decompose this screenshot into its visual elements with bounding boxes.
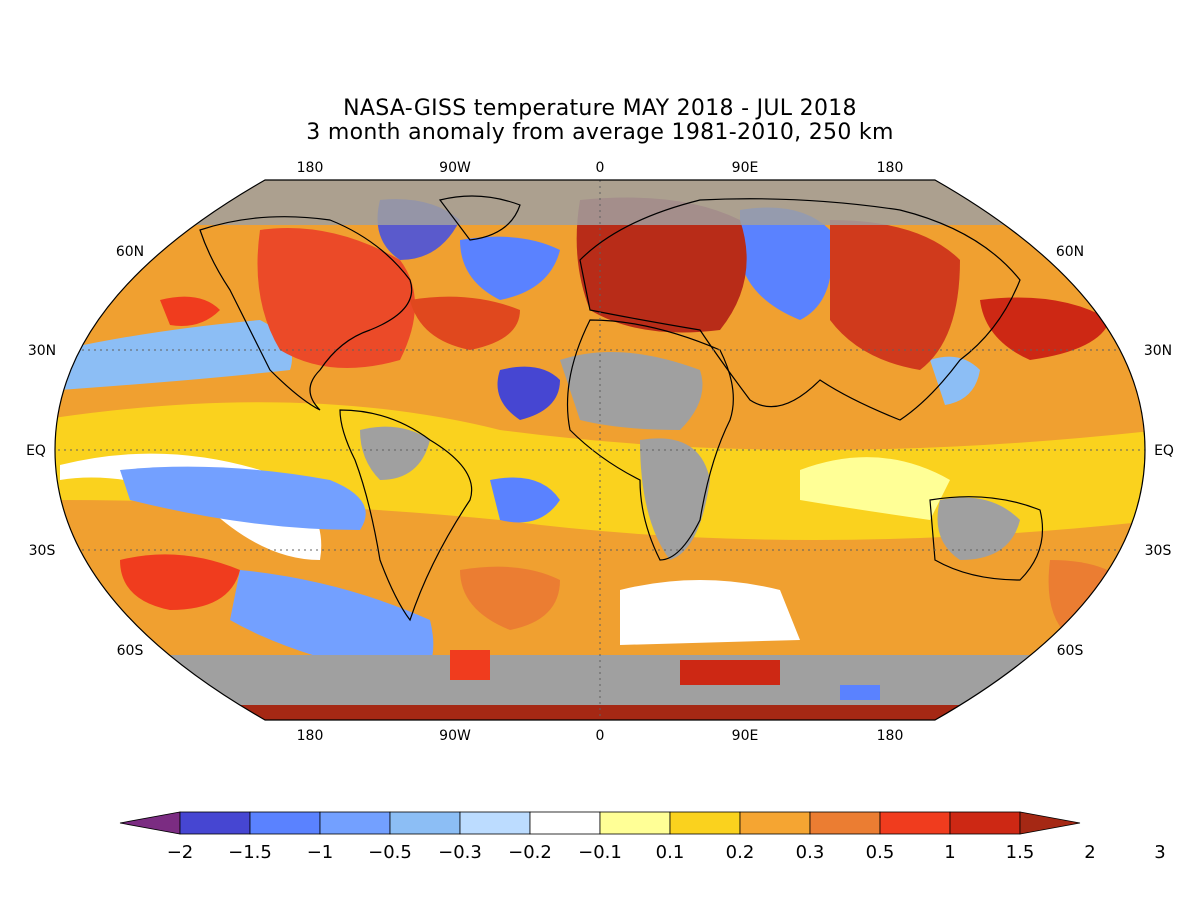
lat-label-left-60s: 60S — [117, 643, 144, 659]
colorbar-swatch — [949, 811, 1021, 835]
colorbar-swatch — [249, 811, 321, 835]
lon-label-bottom-180e: 180 — [877, 728, 904, 744]
lon-label-bottom-90w: 90W — [439, 728, 471, 744]
southern-pacific-blue — [230, 570, 434, 680]
colorbar-swatch — [599, 811, 671, 835]
colorbar-swatch — [389, 811, 461, 835]
japan-blue — [930, 356, 980, 405]
lat-label-left-30n: 30N — [28, 343, 56, 359]
australia-nodata — [937, 497, 1020, 560]
colorbar-tick-label: −1.5 — [228, 842, 272, 863]
lat-label-left-eq: EQ — [26, 443, 46, 459]
amazon-nodata — [360, 426, 430, 480]
aleutian-warm — [160, 296, 220, 326]
colorbar-swatch — [529, 811, 601, 835]
mid-atlantic-warm — [410, 296, 520, 350]
north-america-warm — [257, 228, 415, 368]
colorbar-tick-label: 0.2 — [726, 842, 755, 863]
north-pacific-blue — [60, 320, 292, 390]
lat-label-right-30n: 30N — [1144, 343, 1172, 359]
lat-label-left-60n: 60N — [116, 244, 144, 260]
colorbar-swatch — [739, 811, 811, 835]
colorbar-arrow-low — [119, 811, 181, 835]
map-title: NASA-GISS temperature MAY 2018 - JUL 201… — [343, 96, 857, 121]
colorbar: −2 −1.5 −1 −0.5 −0.3 −0.2 −0.1 0.1 0.2 0.3 0.5 1 1.5… — [119, 811, 1166, 863]
colorbar-swatch — [809, 811, 881, 835]
south-atlantic-warm — [460, 566, 560, 630]
graticule — [55, 180, 1145, 720]
colorbar-tick-label: −2 — [167, 842, 194, 863]
north-atlantic-blue — [460, 236, 560, 300]
lat-label-right-eq: EQ — [1154, 443, 1174, 459]
colorbar-tick-label: −0.3 — [438, 842, 482, 863]
lon-label-top-180e: 180 — [877, 160, 904, 176]
lon-label-top-0: 0 — [596, 160, 605, 176]
lon-label-bottom-90e: 90E — [732, 728, 759, 744]
lat-label-left-30s: 30S — [29, 543, 56, 559]
sahara-nodata — [560, 352, 703, 430]
lon-label-top-90e: 90E — [732, 160, 759, 176]
south-atlantic-blue — [490, 477, 560, 523]
colorbar-tick-label: −0.2 — [508, 842, 552, 863]
maritime-yellow — [800, 457, 950, 520]
colorbar-tick-label: 2 — [1084, 842, 1095, 863]
colorbar-swatch — [459, 811, 531, 835]
colorbar-swatch — [879, 811, 951, 835]
colorbar-arrow-high — [1019, 811, 1081, 835]
colorbar-tick-label: −0.1 — [578, 842, 622, 863]
colorbar-swatch — [319, 811, 391, 835]
south-pacific-warm — [120, 554, 240, 610]
lat-label-right-60n: 60N — [1056, 244, 1084, 260]
map-subtitle: 3 month anomaly from average 1981-2010, … — [306, 120, 894, 145]
lon-label-top-90w: 90W — [439, 160, 471, 176]
tasman-warm — [1048, 560, 1140, 650]
siberia-blue — [740, 207, 832, 320]
colorbar-tick-label: 3 — [1154, 842, 1165, 863]
east-asia-warm — [830, 220, 960, 370]
lon-label-bottom-180w: 180 — [297, 728, 324, 744]
lat-label-right-30s: 30S — [1145, 543, 1172, 559]
colorbar-tick-label: −1 — [307, 842, 334, 863]
central-africa-nodata — [640, 438, 710, 560]
antarctic-peninsula-warm — [450, 650, 490, 680]
colorbar-tick-label: 0.5 — [866, 842, 895, 863]
globe-outline — [54, 179, 1146, 721]
colorbar-tick-label: −0.5 — [368, 842, 412, 863]
indian-ocean-white — [620, 580, 800, 645]
antarctic-blue-patch — [840, 685, 880, 700]
north-pacific-east-warm — [980, 297, 1110, 360]
colorbar-tick-label: 1.5 — [1006, 842, 1035, 863]
lon-label-bottom-0: 0 — [596, 728, 605, 744]
lat-label-right-60s: 60S — [1057, 643, 1084, 659]
lon-label-top-180w: 180 — [297, 160, 324, 176]
colorbar-swatch — [669, 811, 741, 835]
colorbar-tick-label: 1 — [944, 842, 955, 863]
coastlines — [199, 195, 1044, 622]
east-antarctic-warm — [680, 660, 780, 685]
colorbar-tick-label: 0.3 — [796, 842, 825, 863]
colorbar-swatch — [179, 811, 251, 835]
tropical-pacific-blue — [120, 466, 366, 530]
atlantic-blue — [497, 366, 560, 420]
colorbar-tick-label: 0.1 — [656, 842, 685, 863]
antarctica-south-warm — [55, 705, 1145, 720]
